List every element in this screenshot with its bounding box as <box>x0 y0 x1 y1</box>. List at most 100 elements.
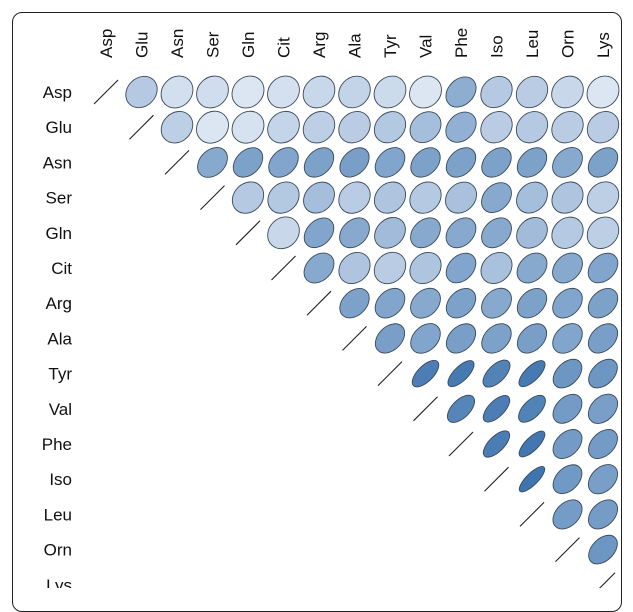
cell-gln-arg <box>303 217 335 249</box>
cell-glu-ala <box>338 111 371 144</box>
cell-cit-phe <box>445 252 477 284</box>
cell-iso-leu <box>518 466 546 493</box>
cell-leu-leu <box>519 501 545 527</box>
cell-arg-tyr <box>374 287 406 319</box>
cell-asp-orn <box>551 75 584 109</box>
row-label-leu: Leu <box>44 505 72 524</box>
cell-val-lys <box>587 393 619 424</box>
cell-asp-ser <box>196 75 229 109</box>
cell-val-val <box>413 396 438 422</box>
cell-tyr-val <box>411 359 440 388</box>
cell-phe-orn <box>552 429 583 459</box>
cell-ser-iso <box>481 182 512 213</box>
row-label-asn: Asn <box>43 153 72 172</box>
column-label-cit: Cit <box>275 37 294 58</box>
cell-ser-ala <box>338 181 371 214</box>
column-label-asn: Asn <box>168 29 187 58</box>
cell-gln-cit <box>267 216 300 250</box>
cell-glu-phe <box>445 111 477 143</box>
cell-ser-tyr <box>373 181 407 214</box>
column-label-tyr: Tyr <box>381 34 400 58</box>
cell-tyr-leu <box>518 360 546 388</box>
cell-glu-tyr <box>373 111 407 144</box>
cell-gln-val <box>410 217 441 249</box>
cell-lys-lys <box>590 572 616 588</box>
cell-gln-iso <box>481 217 512 249</box>
cell-tyr-lys <box>588 358 618 389</box>
cell-asp-gln <box>231 75 265 109</box>
cell-arg-lys <box>587 288 619 319</box>
cell-cit-lys <box>587 252 619 284</box>
cell-leu-orn <box>552 499 583 530</box>
cell-asn-phe <box>445 147 477 178</box>
cell-cit-tyr <box>373 251 407 285</box>
cell-ala-orn <box>552 323 583 354</box>
cell-cit-leu <box>516 252 548 284</box>
cell-asp-val <box>409 75 442 109</box>
row-label-asp: Asp <box>43 83 72 102</box>
row-label-orn: Orn <box>44 541 72 560</box>
row-label-iso: Iso <box>49 470 72 489</box>
cell-gln-gln <box>235 220 261 246</box>
cell-glu-cit <box>267 110 300 144</box>
row-label-val: Val <box>49 400 72 419</box>
cell-ser-phe <box>445 181 477 214</box>
cell-ala-tyr <box>374 323 406 354</box>
cell-ser-ser <box>200 185 225 211</box>
cell-glu-orn <box>551 111 584 144</box>
column-label-gln: Gln <box>239 32 258 58</box>
cell-glu-gln <box>231 110 265 144</box>
cell-arg-ala <box>339 288 370 319</box>
cell-ser-leu <box>516 181 548 214</box>
cell-val-phe <box>446 394 476 423</box>
column-label-glu: Glu <box>133 32 152 58</box>
cell-asn-ser <box>197 147 228 178</box>
cell-gln-ala <box>339 217 370 249</box>
column-label-ala: Ala <box>346 33 365 58</box>
cell-cit-arg <box>303 252 335 284</box>
cell-orn-orn <box>555 537 580 563</box>
row-label-glu: Glu <box>46 118 72 137</box>
cell-cit-ala <box>338 251 371 285</box>
cell-ser-arg <box>303 181 335 214</box>
cell-tyr-iso <box>482 359 511 388</box>
cell-arg-iso <box>481 287 512 319</box>
row-label-ser: Ser <box>46 189 73 208</box>
cell-asn-lys <box>587 147 619 178</box>
cell-arg-arg <box>306 290 332 316</box>
cell-asp-leu <box>515 75 549 109</box>
cell-cit-orn <box>552 252 583 284</box>
cell-ala-phe <box>445 323 477 354</box>
cell-tyr-tyr <box>377 361 403 387</box>
cell-ser-gln <box>231 181 265 214</box>
cell-glu-glu <box>129 114 154 140</box>
cell-asp-asn <box>160 75 194 109</box>
cell-ala-val <box>410 323 441 354</box>
cell-asp-arg <box>302 75 336 109</box>
cell-glu-leu <box>515 111 549 144</box>
cell-phe-iso <box>482 430 511 458</box>
cell-asn-gln <box>232 147 264 178</box>
cell-arg-phe <box>445 288 477 319</box>
cell-asn-cit <box>268 147 299 178</box>
cell-glu-iso <box>480 111 513 144</box>
cell-asp-phe <box>445 76 477 108</box>
cell-asn-iso <box>481 147 512 178</box>
cell-cit-val <box>409 251 442 285</box>
correlation-ellipse-chart: Asp Glu Asn Ser Gln Cit Arg Ala Tyr Val Phe Iso Leu O… <box>42 28 620 588</box>
column-label-phe: Phe <box>452 28 471 58</box>
cell-iso-orn <box>552 464 583 495</box>
cell-phe-leu <box>518 430 546 458</box>
cell-asn-val <box>410 147 441 178</box>
cell-asn-arg <box>303 147 335 178</box>
row-label-phe: Phe <box>42 435 72 454</box>
cell-gln-tyr <box>374 216 406 249</box>
column-label-iso: Iso <box>488 35 507 58</box>
cell-tyr-phe <box>447 360 475 388</box>
cell-ala-ala <box>342 325 367 351</box>
cell-val-leu <box>518 394 546 423</box>
cell-ser-val <box>409 181 442 214</box>
row-label-lys: Lys <box>46 576 72 588</box>
row-label-ala: Ala <box>47 329 72 348</box>
cell-asp-ala <box>338 75 371 109</box>
